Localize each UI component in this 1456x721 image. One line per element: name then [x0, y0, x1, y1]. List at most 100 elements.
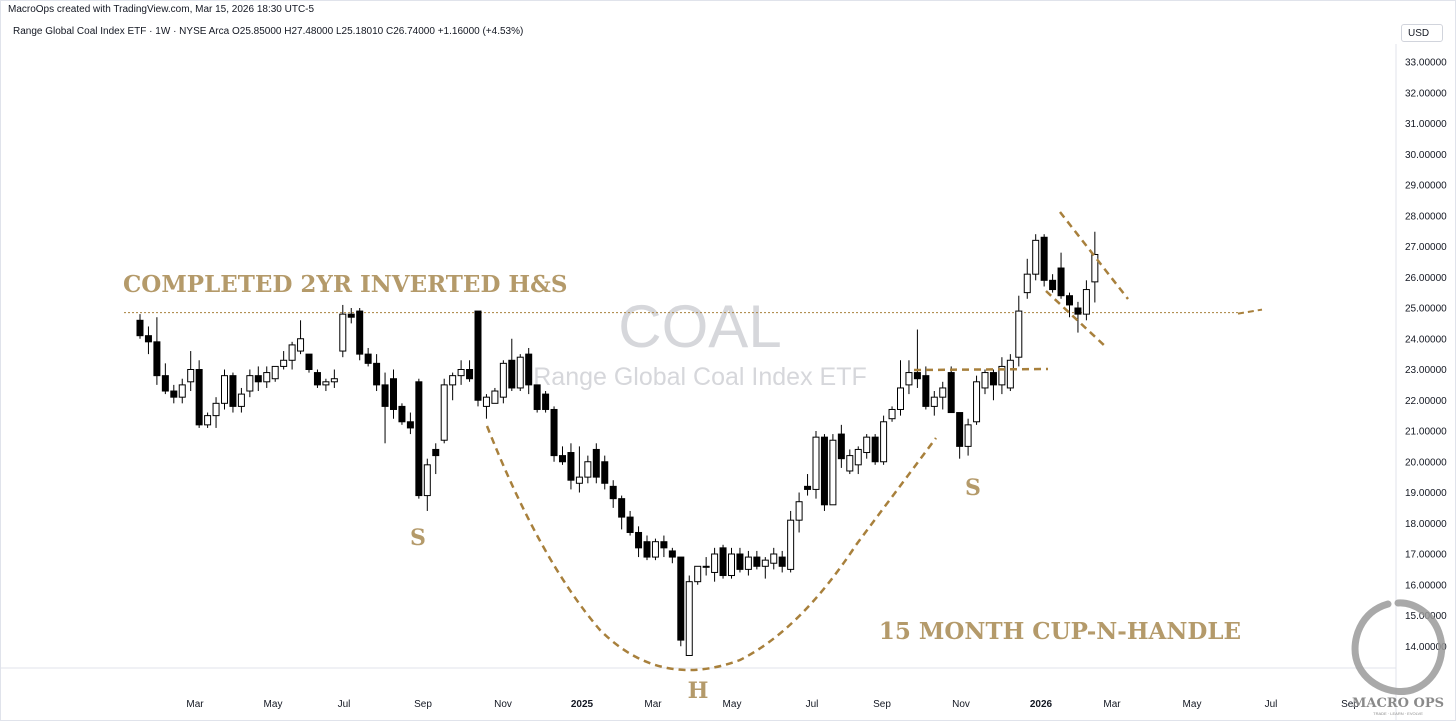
candle — [660, 535, 668, 558]
candle — [432, 443, 440, 475]
candle — [626, 510, 634, 536]
pattern-title: COMPLETED 2YR INVERTED H&S — [123, 271, 568, 298]
candle-body-up — [1082, 289, 1090, 315]
time-tick-label: Mar — [186, 699, 204, 710]
candle-body-down — [542, 393, 550, 410]
flag-lower-line[interactable] — [1045, 290, 1107, 348]
candle-body-up — [744, 556, 752, 570]
candle-body-down — [922, 375, 930, 407]
candle — [347, 308, 355, 324]
candle — [212, 397, 220, 428]
macro-ops-logo: MACRO OPS TRADE · LEARN · EVOLVE — [1351, 599, 1446, 716]
candle-body-up — [482, 396, 490, 407]
candle — [1082, 280, 1090, 321]
candle-body-down — [195, 369, 203, 426]
candle — [297, 320, 305, 355]
candle — [330, 369, 338, 388]
right-shoulder-label: S — [965, 475, 981, 501]
candle — [305, 353, 313, 373]
candle-body-down — [144, 335, 152, 343]
candle-body-down — [474, 310, 482, 401]
candle-body-down — [415, 381, 423, 497]
candle — [787, 510, 795, 573]
candle-body-down — [398, 405, 406, 423]
price-tick-label: 16.00000 — [1405, 580, 1447, 591]
candle — [229, 372, 237, 413]
price-tick-label: 33.00000 — [1405, 58, 1447, 69]
candle — [356, 308, 364, 361]
candle-body-up — [1006, 359, 1014, 389]
time-tick-label: 2025 — [571, 699, 594, 710]
chart-attribution: MacroOps created with TradingView.com, M… — [8, 4, 315, 15]
candle-body-up — [237, 393, 245, 407]
candle — [1032, 234, 1040, 281]
candle — [339, 304, 347, 358]
candle — [778, 550, 786, 573]
candle-body-up — [905, 372, 913, 386]
candle-body-down — [609, 485, 617, 500]
candle-body-up — [322, 381, 330, 386]
candle-body-down — [381, 384, 389, 407]
neckline-extension[interactable] — [1237, 308, 1263, 315]
enso-circle-icon — [1351, 599, 1446, 695]
candle-body-down — [1049, 279, 1057, 291]
candle-body-down — [592, 448, 600, 478]
candle — [153, 317, 161, 385]
price-tick-label: 27.00000 — [1405, 242, 1447, 253]
candle — [322, 378, 330, 392]
candle — [313, 369, 321, 388]
candle-body-up — [330, 378, 338, 383]
candle-body-up — [449, 375, 457, 386]
candle — [449, 372, 457, 401]
candle-body-up — [888, 408, 896, 420]
candle-body-up — [685, 581, 693, 656]
cup-curve[interactable] — [485, 425, 938, 672]
time-tick-label: Nov — [952, 699, 970, 710]
time-tick-label: Jul — [1265, 699, 1278, 710]
time-tick-label: Mar — [644, 699, 662, 710]
candle-body-up — [854, 448, 862, 466]
price-axis[interactable]: 33.00000 32.00000 31.00000 30.00000 29.00000… — [1405, 58, 1447, 653]
candle-body-up — [880, 421, 888, 463]
cup-rim-line[interactable] — [913, 367, 1049, 372]
candle-body-up — [1032, 239, 1040, 275]
price-tick-label: 14.00000 — [1405, 642, 1447, 653]
candle — [466, 360, 474, 382]
candle — [288, 341, 296, 370]
price-tick-label: 26.00000 — [1405, 273, 1447, 284]
flag-upper-line[interactable] — [1059, 211, 1129, 300]
candle — [761, 557, 769, 579]
candle — [897, 360, 904, 416]
candle-body-up — [863, 436, 871, 454]
left-shoulder-label: S — [410, 525, 426, 551]
time-tick-label: May — [723, 699, 742, 710]
candle-body-down — [677, 556, 685, 641]
candle — [1049, 274, 1057, 293]
candle-body-down — [778, 556, 786, 567]
candle-body-up — [288, 344, 296, 361]
time-axis[interactable]: Mar May Jul Sep Nov 2025 Mar May Jul Sep Nov 2026 Ma… — [186, 699, 1359, 710]
candle-body-down — [508, 359, 516, 389]
symbol-legend[interactable]: Range Global Coal Index ETF · 1W · NYSE … — [13, 26, 524, 37]
candle — [1040, 234, 1048, 287]
watermark-name: Range Global Coal Index ETF — [533, 363, 867, 391]
candle — [457, 360, 465, 385]
candle-body-up — [964, 424, 972, 447]
candle — [863, 434, 871, 459]
candle — [736, 547, 744, 573]
candle-body-up — [939, 387, 947, 398]
watermark-symbol: COAL — [618, 293, 781, 360]
candle-body-up — [973, 381, 981, 423]
candle — [474, 310, 482, 407]
candle-body-down — [406, 421, 414, 429]
candle-body-up — [271, 365, 279, 380]
candle — [406, 412, 414, 435]
candle — [204, 412, 212, 428]
currency-button[interactable]: USD — [1401, 24, 1443, 42]
candle — [913, 329, 921, 388]
candle — [482, 394, 490, 419]
candle-body-down — [837, 433, 845, 460]
candle-body-down — [626, 516, 634, 533]
candle — [964, 418, 972, 456]
